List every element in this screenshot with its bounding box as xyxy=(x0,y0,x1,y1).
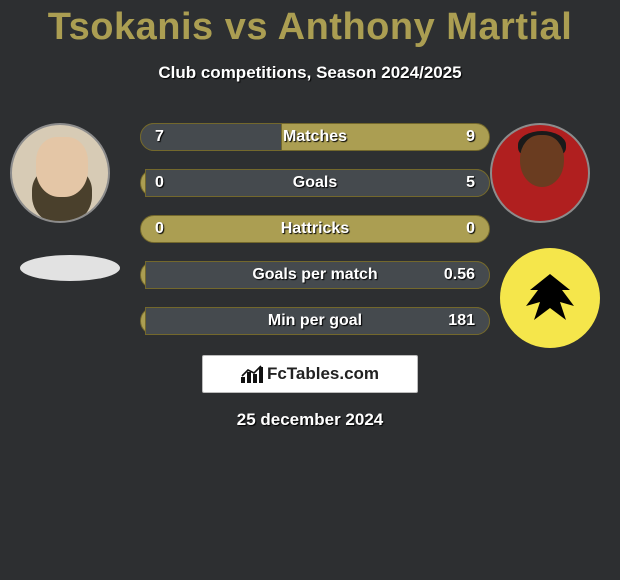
stat-value-right: 5 xyxy=(466,174,475,192)
aek-eagle-icon xyxy=(520,268,580,328)
stat-label: Hattricks xyxy=(141,220,489,238)
stat-bars: Matches79Goals05Hattricks00Goals per mat… xyxy=(140,123,490,353)
branding-text: FcTables.com xyxy=(267,364,379,384)
stat-value-right: 0 xyxy=(466,220,475,238)
stat-row: Min per goal181 xyxy=(140,307,490,335)
player-right-avatar xyxy=(490,123,590,223)
stat-row: Hattricks0 0 xyxy=(140,215,490,243)
chart-icon xyxy=(241,365,263,383)
branding-badge: FcTables.com xyxy=(202,355,418,393)
stat-value-right: 9 xyxy=(466,128,475,146)
stat-value-left: 0 xyxy=(155,174,164,192)
subtitle: Club competitions, Season 2024/2025 xyxy=(0,63,620,83)
stat-value-right: 181 xyxy=(448,312,475,330)
stat-value-left: 0 xyxy=(155,220,164,238)
stat-row: Goals per match0.56 xyxy=(140,261,490,289)
player-right-club-logo xyxy=(500,248,600,348)
stat-row: Matches7 9 xyxy=(140,123,490,151)
stat-value-right: 0.56 xyxy=(444,266,475,284)
page-title: Tsokanis vs Anthony Martial xyxy=(0,0,620,49)
stat-row: Goals0 5 xyxy=(140,169,490,197)
stat-label: Min per goal xyxy=(141,312,489,330)
stat-label: Goals per match xyxy=(141,266,489,284)
stat-value-left: 7 xyxy=(155,128,164,146)
player-left-club-logo xyxy=(20,255,120,281)
stat-label: Matches xyxy=(141,128,489,146)
date-text: 25 december 2024 xyxy=(0,410,620,430)
stat-label: Goals xyxy=(141,174,489,192)
player-left-avatar xyxy=(10,123,110,223)
